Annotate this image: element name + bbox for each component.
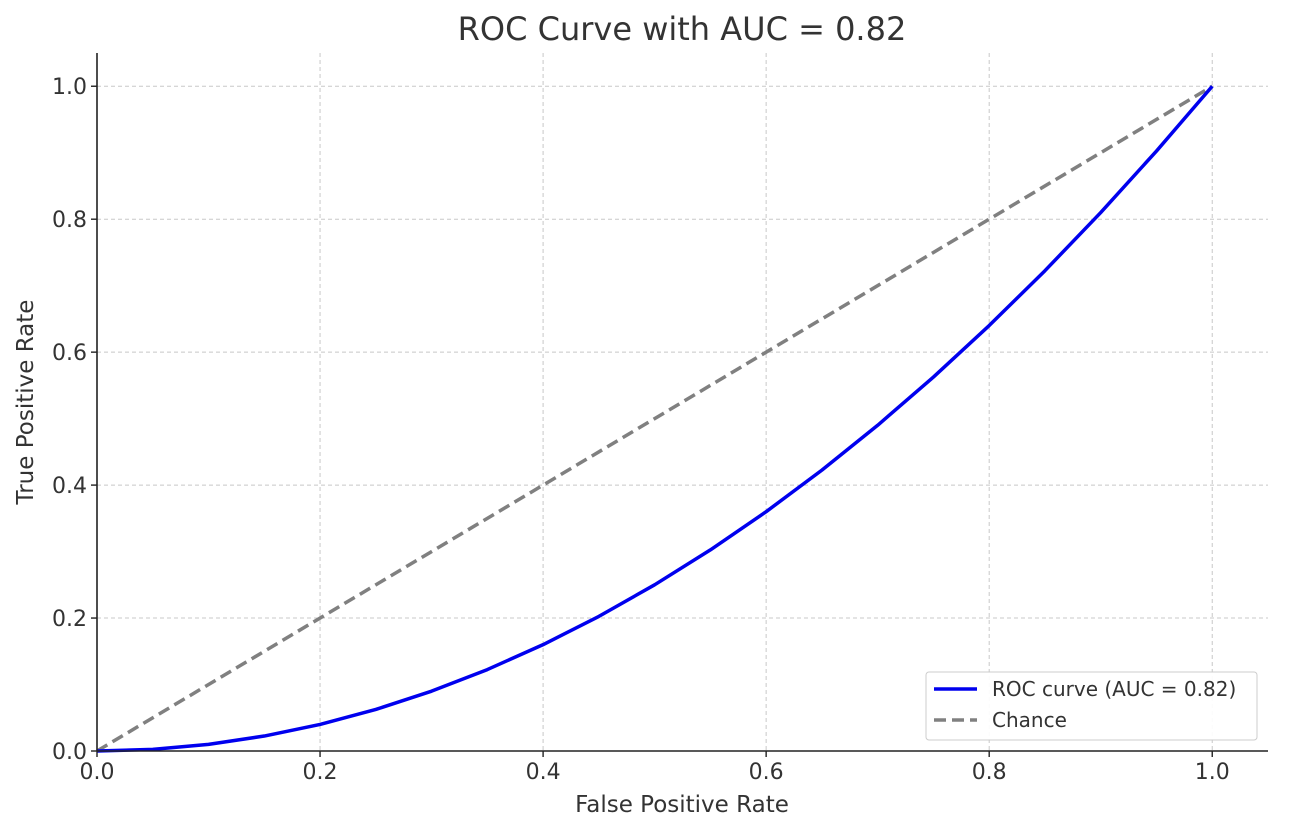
y-tick-label-2: 0.4 (52, 474, 87, 499)
y-tick-label-3: 0.6 (52, 341, 87, 366)
y-tick-label-5: 1.0 (52, 75, 87, 100)
x-tick-label-5: 1.0 (1195, 760, 1230, 785)
axes (96, 53, 1268, 752)
x-tick-label-1: 0.2 (303, 760, 338, 785)
x-tick-label-0: 0.0 (80, 760, 115, 785)
legend-box (925, 671, 1258, 741)
legend-label-roc: ROC curve (AUC = 0.82) (992, 677, 1236, 701)
x-tick-label-3: 0.6 (749, 760, 784, 785)
tick-labels: 0.0 0.2 0.4 0.6 0.8 1.0 0.0 0.2 0.4 0.6 0.8 1.0 (52, 75, 1230, 785)
chart-title: ROC Curve with AUC = 0.82 (458, 10, 907, 48)
grid-lines (97, 53, 1268, 751)
x-tick-label-2: 0.4 (526, 760, 561, 785)
legend: ROC curve (AUC = 0.82) Chance (925, 671, 1258, 741)
x-tick-label-4: 0.8 (972, 760, 1007, 785)
series-line-chance (96, 84, 1214, 753)
y-tick-label-0: 0.0 (52, 740, 87, 765)
y-tick-label-4: 0.8 (52, 208, 87, 233)
x-axis-label: False Positive Rate (575, 792, 789, 818)
legend-label-chance: Chance (992, 708, 1067, 732)
y-tick-label-1: 0.2 (52, 607, 87, 632)
series-line-roc (96, 85, 1214, 753)
series-layer (96, 84, 1214, 753)
y-axis-label: True Positive Rate (13, 300, 39, 506)
